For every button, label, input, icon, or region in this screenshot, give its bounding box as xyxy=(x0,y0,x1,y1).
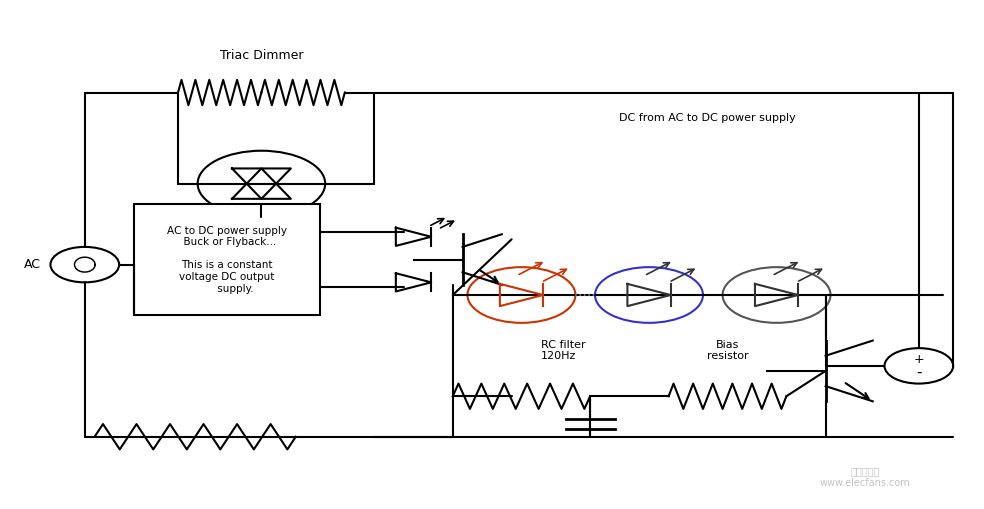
Text: 电子发烧友
www.elecfans.com: 电子发烧友 www.elecfans.com xyxy=(820,466,910,488)
Text: DC from AC to DC power supply: DC from AC to DC power supply xyxy=(620,113,796,123)
Text: RC filter
120Hz: RC filter 120Hz xyxy=(541,340,585,361)
Text: -: - xyxy=(916,364,922,379)
Text: AC: AC xyxy=(24,258,40,271)
Text: +: + xyxy=(913,353,924,366)
Text: Triac Dimmer: Triac Dimmer xyxy=(219,49,303,62)
Text: Bias
resistor: Bias resistor xyxy=(707,340,748,361)
Text: AC to DC power supply
  Buck or Flyback...

This is a constant
voltage DC output: AC to DC power supply Buck or Flyback...… xyxy=(167,225,287,294)
FancyBboxPatch shape xyxy=(134,204,320,315)
